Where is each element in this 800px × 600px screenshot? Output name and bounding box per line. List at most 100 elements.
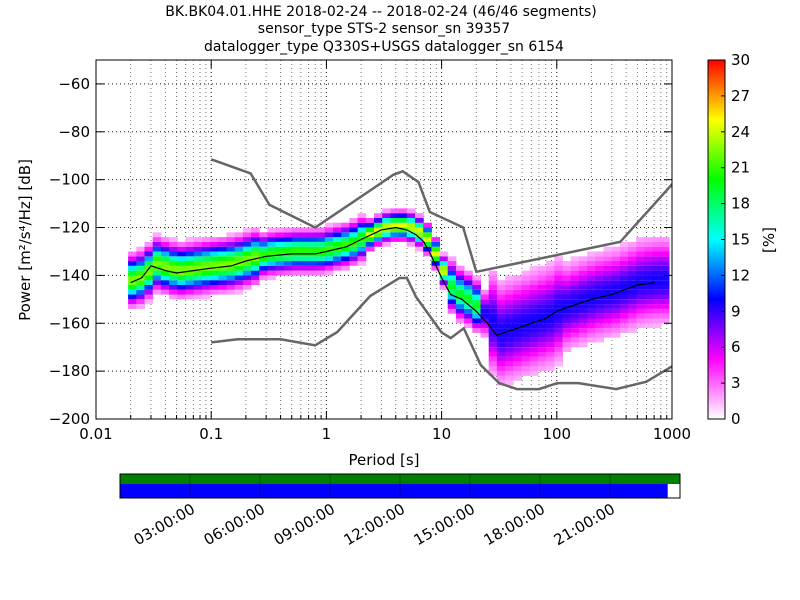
heatmap-cell [595, 308, 604, 314]
colorbar-tick-label: 27 [731, 87, 750, 105]
heatmap-cell [447, 280, 457, 285]
heatmap-cell [554, 318, 563, 324]
heatmap-cell [447, 294, 457, 300]
heatmap-cell [349, 227, 359, 233]
heatmap-cell [300, 256, 309, 262]
heatmap-cell [316, 237, 326, 242]
heatmap-cell [603, 318, 613, 324]
heatmap-cell [529, 337, 539, 343]
heatmap-cell [390, 213, 400, 218]
y-axis-label: Power [m²/s⁴/Hz] [dB] [16, 159, 34, 321]
heatmap-cell [152, 289, 162, 295]
heatmap-cell [521, 361, 531, 367]
heatmap-cell [562, 347, 572, 352]
heatmap-cell [447, 289, 457, 295]
heatmap-cell [570, 261, 580, 266]
heatmap-cell [398, 222, 408, 228]
heatmap-cell [169, 241, 178, 247]
heatmap-cell [595, 337, 604, 343]
heatmap-cell [554, 361, 563, 367]
heatmap-cell [169, 285, 178, 290]
heatmap-cell [160, 289, 170, 295]
heatmap-cell [554, 332, 563, 338]
time-tick-label: 09:00:00 [271, 500, 338, 549]
heatmap-cell [382, 218, 391, 223]
heatmap-cell [529, 318, 539, 324]
heatmap-cell [546, 280, 555, 285]
heatmap-cell [660, 251, 670, 257]
heatmap-cell [283, 265, 293, 271]
heatmap-cell [201, 256, 211, 262]
heatmap-cell [644, 304, 654, 309]
heatmap-cell [234, 241, 244, 247]
heatmap-cell [644, 246, 654, 252]
x-tick-label: 1000 [653, 425, 691, 443]
heatmap-cell [521, 328, 531, 333]
heatmap-cell [496, 289, 506, 295]
heatmap-cell [185, 251, 195, 257]
heatmap-cell [210, 275, 219, 281]
heatmap-cell [652, 304, 662, 309]
heatmap-cell [357, 261, 367, 266]
x-tick-label: 0.01 [79, 425, 112, 443]
heatmap-cell [308, 237, 318, 242]
heatmap-cell [652, 313, 662, 319]
heatmap-cell [439, 275, 449, 281]
heatmap-cell [562, 328, 572, 333]
heatmap-cell [652, 294, 662, 300]
heatmap-cell [546, 313, 555, 319]
heatmap-cell [537, 304, 547, 309]
heatmap-cell [488, 361, 498, 367]
colorbar-tick-label: 9 [731, 302, 741, 320]
heatmap-cell [636, 275, 645, 281]
heatmap-cell [529, 328, 539, 333]
heatmap-cell [193, 251, 203, 257]
heatmap-cell [333, 241, 342, 247]
heatmap-cell [636, 285, 645, 290]
heatmap-cell [529, 323, 539, 329]
heatmap-cell [275, 237, 285, 242]
heatmap-cell [242, 256, 252, 262]
heatmap-cell [603, 308, 613, 314]
heatmap-cell [488, 280, 498, 285]
heatmap-cell [480, 304, 490, 309]
heatmap-cell [480, 308, 490, 314]
heatmap-cell [169, 246, 178, 252]
heatmap-cell [136, 289, 145, 295]
heatmap-cell [136, 251, 145, 257]
heatmap-cell [201, 275, 211, 281]
heatmap-cell [496, 323, 506, 329]
heatmap-cell [488, 289, 498, 295]
heatmap-cell [546, 323, 555, 329]
heatmap-cell [488, 299, 498, 305]
heatmap-cell [210, 256, 219, 262]
heatmap-cell [578, 323, 588, 329]
heatmap-cell [144, 289, 154, 295]
heatmap-cell [578, 308, 588, 314]
heatmap-cell [562, 289, 572, 295]
heatmap-cell [128, 256, 137, 262]
heatmap-cell [201, 241, 211, 247]
heatmap-cell [374, 222, 383, 228]
heatmap-cell [341, 261, 350, 266]
heatmap-cell [603, 299, 613, 305]
heatmap-cell [308, 241, 318, 247]
heatmap-cell [554, 337, 563, 343]
heatmap-cell [480, 294, 490, 300]
heatmap-cell [505, 356, 514, 362]
heatmap-cell [251, 280, 260, 285]
heatmap-cell [513, 304, 522, 309]
heatmap-cell [546, 275, 555, 281]
heatmap-cell [537, 361, 547, 367]
heatmap-cell [660, 237, 670, 242]
heatmap-cell [128, 304, 137, 309]
heatmap-cell [513, 347, 522, 352]
heatmap-cell [136, 270, 145, 276]
heatmap-cell [578, 285, 588, 290]
heatmap-cell [374, 241, 383, 247]
heatmap-cell [226, 237, 236, 242]
heatmap-cell [185, 261, 195, 266]
heatmap-cell [464, 275, 473, 281]
heatmap-cell [374, 232, 383, 238]
heatmap-cell [144, 299, 154, 305]
